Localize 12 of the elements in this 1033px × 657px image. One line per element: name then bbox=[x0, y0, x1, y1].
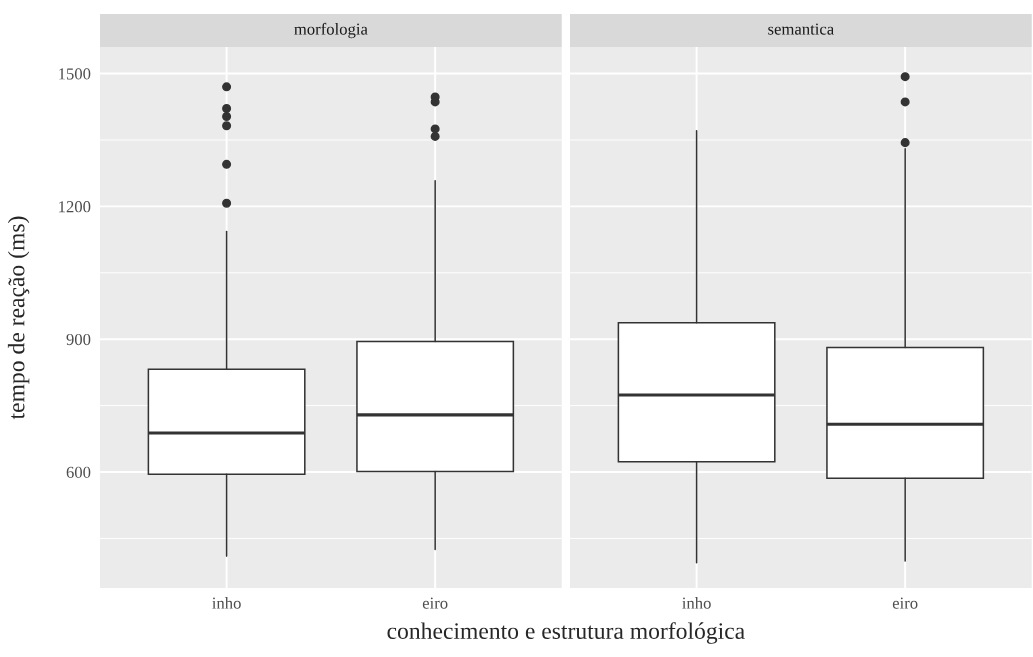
y-tick-label: 900 bbox=[66, 333, 91, 346]
y-axis-title: tempo de reação (ms) bbox=[7, 216, 30, 420]
x-tick-label: inho bbox=[682, 597, 711, 609]
x-tick-label: inho bbox=[212, 597, 241, 609]
x-axis-title: conhecimento e estrutura morfológica bbox=[387, 622, 745, 644]
y-tick-label: 600 bbox=[66, 466, 91, 478]
y-tick-label: 1200 bbox=[59, 201, 91, 213]
chart-title: morfologia bbox=[294, 22, 368, 39]
chart-title: semantica bbox=[768, 23, 834, 35]
x-tick-label: eiro bbox=[892, 597, 918, 609]
y-tick-label: 1500 bbox=[59, 68, 91, 80]
x-tick-label: eiro bbox=[422, 597, 448, 609]
